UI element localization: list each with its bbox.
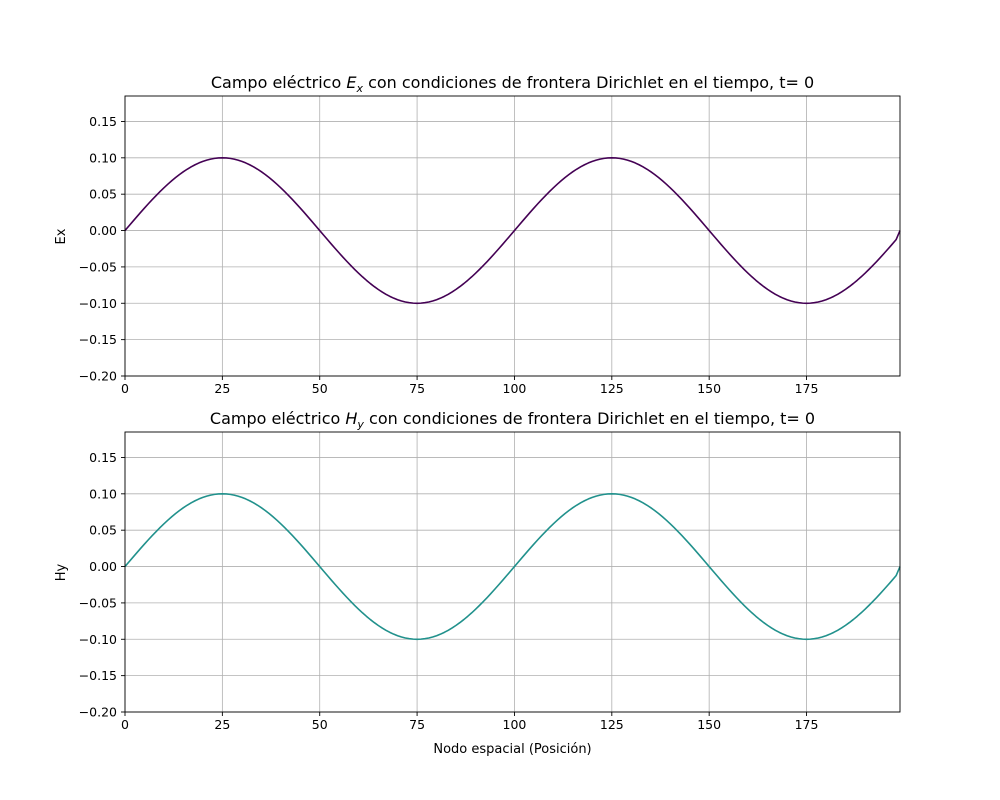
y-tick-label-2: −0.10: [79, 632, 117, 647]
x-tick-label-4: 100: [503, 717, 527, 732]
y-tick-label-4: 0.00: [89, 223, 117, 238]
y-tick-label-7: 0.15: [89, 450, 117, 465]
series-line-0-0: [124, 157, 901, 305]
y-tick-label-1: −0.15: [79, 332, 117, 347]
x-tick-label-2: 50: [312, 717, 328, 732]
y-tick-label-6: 0.10: [89, 150, 117, 165]
chart-title-ex: Campo eléctrico Ex con condiciones de fr…: [211, 73, 814, 95]
x-tick-label-7: 175: [795, 381, 819, 396]
x-tick-label-4: 100: [503, 381, 527, 396]
x-tick-label-3: 75: [409, 717, 425, 732]
y-tick-label-3: −0.05: [79, 259, 117, 274]
x-tick-label-2: 50: [312, 381, 328, 396]
y-tick-label-3: −0.05: [79, 595, 117, 610]
y-tick-label-2: −0.10: [79, 296, 117, 311]
subplot-ex: Campo eléctrico Ex con condiciones de fr…: [54, 73, 901, 396]
y-tick-label-5: 0.05: [89, 187, 117, 202]
y-axis-label-hy: Hy: [54, 563, 69, 581]
y-tick-label-1: −0.15: [79, 668, 117, 683]
x-tick-label-5: 125: [600, 381, 624, 396]
x-tick-label-6: 150: [697, 381, 721, 396]
y-tick-label-5: 0.05: [89, 523, 117, 538]
x-tick-label-3: 75: [409, 381, 425, 396]
x-tick-label-1: 25: [214, 717, 230, 732]
axes-frame: [124, 431, 901, 713]
x-tick-label-0: 0: [121, 717, 129, 732]
x-tick-label-6: 150: [697, 717, 721, 732]
y-tick-label-0: −0.20: [79, 369, 117, 384]
x-tick-label-5: 125: [600, 717, 624, 732]
x-tick-label-1: 25: [214, 381, 230, 396]
y-tick-label-7: 0.15: [89, 114, 117, 129]
subplot-hy: Campo eléctrico Hy con condiciones de fr…: [54, 409, 901, 757]
series-line-1-0: [124, 493, 901, 641]
chart-title-hy: Campo eléctrico Hy con condiciones de fr…: [210, 409, 815, 431]
x-tick-label-7: 175: [795, 717, 819, 732]
y-tick-label-6: 0.10: [89, 486, 117, 501]
x-axis-label-hy: Nodo espacial (Posición): [433, 742, 591, 757]
y-axis-label-ex: Ex: [54, 228, 69, 244]
axes-frame: [124, 95, 901, 377]
x-tick-label-0: 0: [121, 381, 129, 396]
y-tick-label-4: 0.00: [89, 559, 117, 574]
y-tick-label-0: −0.20: [79, 705, 117, 720]
